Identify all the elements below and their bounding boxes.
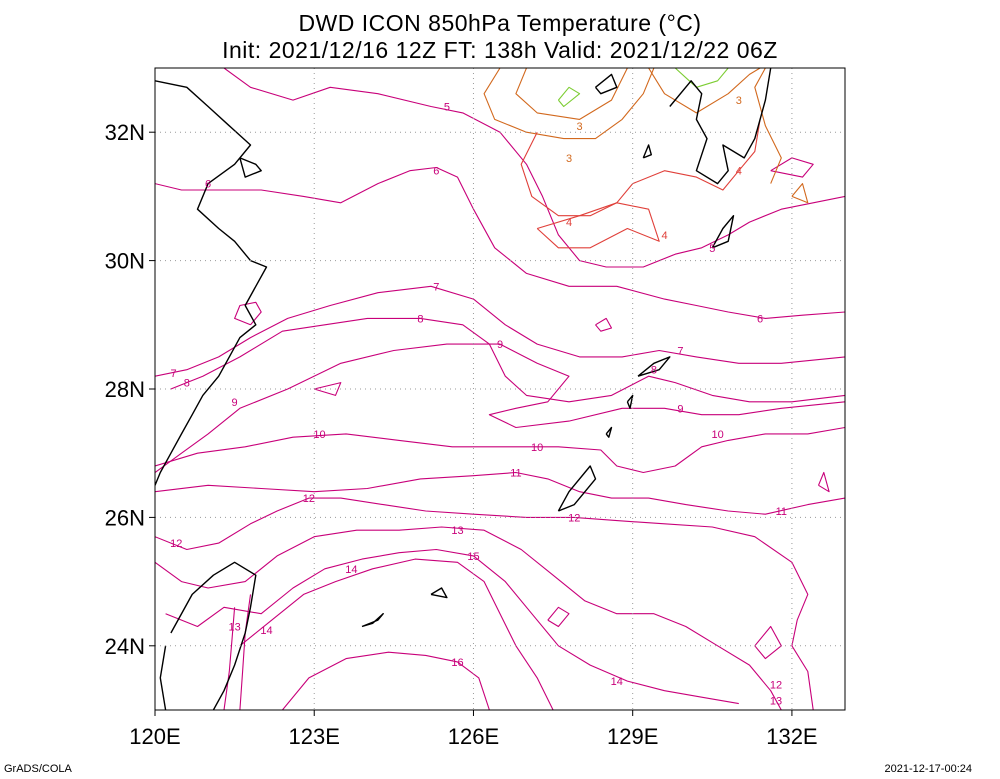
lat-tick-label: 30N <box>105 249 145 274</box>
isotherm-14-taiwan <box>239 594 252 710</box>
lat-tick-label: 24N <box>105 634 145 659</box>
contour-label: 10 <box>531 442 543 454</box>
island-coastline <box>605 426 613 438</box>
contour-label: 13 <box>228 622 240 634</box>
isotherm-1 <box>674 68 729 88</box>
contour-label: 7 <box>677 345 683 357</box>
taiwan-coastline <box>170 561 257 710</box>
isotherm-loop <box>817 471 830 493</box>
axis-ticks: 120E 123E 126E 129E 132E 32N 30N 28N 26N 24N <box>105 120 818 749</box>
contour-label: 9 <box>677 403 683 415</box>
isotherm-15 <box>239 558 554 710</box>
isotherm-loop <box>547 606 570 628</box>
coastlines <box>155 68 772 710</box>
contour-label: 14 <box>345 564 357 576</box>
contour-label: 6 <box>205 179 211 191</box>
contour-label: 12 <box>303 493 315 505</box>
ishigaki-coastline <box>361 613 384 628</box>
contour-label: 9 <box>497 339 503 351</box>
miyako-coastline <box>430 587 448 599</box>
contour-label: 3 <box>566 153 572 165</box>
lat-tick-label: 26N <box>105 505 145 530</box>
isotherm-11 <box>155 471 845 515</box>
contour-label: 16 <box>451 657 463 669</box>
isotherm-3 <box>754 68 782 184</box>
isotherm-7 <box>155 285 845 377</box>
isotherm-2 <box>515 68 628 120</box>
contour-label: 5 <box>709 243 715 255</box>
island-coastline <box>239 157 262 178</box>
okinawa-coastline <box>557 465 597 512</box>
contour-label: 13 <box>451 525 463 537</box>
contour-label: 4 <box>736 166 742 178</box>
kyushu-coastline <box>669 68 772 185</box>
contour-label: 7 <box>171 368 177 380</box>
lon-tick-label: 132E <box>766 724 817 749</box>
koshiki-coastline <box>642 144 652 159</box>
contour-label: 11 <box>776 506 787 518</box>
chart-subtitle: Init: 2021/12/16 12Z FT: 138h Valid: 202… <box>222 37 778 63</box>
isotherm-4-loop <box>536 202 660 249</box>
lon-tick-label: 123E <box>289 724 340 749</box>
contour-label: 12 <box>170 538 182 550</box>
chart-title: DWD ICON 850hPa Temperature (°C) <box>298 10 702 36</box>
isotherm-16 <box>281 651 490 710</box>
isotherm-14 <box>165 548 739 705</box>
isotherm-3 <box>483 68 655 140</box>
lon-tick-label: 129E <box>607 724 658 749</box>
isotherm-13-taiwan <box>223 607 236 710</box>
contour-label: 4 <box>566 217 572 229</box>
amami-coastline <box>637 356 671 377</box>
contour-labels: 5663334445768978789910101011121211131215… <box>170 95 787 707</box>
contour-label: 5 <box>444 102 450 114</box>
isotherm-loop <box>314 382 342 396</box>
contour-label: 6 <box>757 313 763 325</box>
tanegashima-coastline <box>711 215 735 249</box>
china-coastline <box>155 80 268 486</box>
isotherm-1-loop <box>557 86 581 108</box>
lat-tick-label: 32N <box>105 120 145 145</box>
contour-label: 3 <box>577 121 583 133</box>
contour-label: 13 <box>770 695 782 707</box>
contour-label: 9 <box>232 397 238 409</box>
taiwan-coastline <box>159 645 167 710</box>
contour-label: 7 <box>433 281 439 293</box>
contour-label: 4 <box>661 230 667 242</box>
lon-tick-label: 120E <box>129 724 180 749</box>
contour-label: 15 <box>467 551 479 563</box>
isotherm-6 <box>155 166 845 319</box>
contour-label: 14 <box>611 676 623 688</box>
contour-label: 8 <box>651 365 657 377</box>
contour-label: 11 <box>510 467 521 479</box>
footer-credit: GrADS/COLA <box>4 763 72 775</box>
contour-label: 6 <box>433 166 439 178</box>
gridlines <box>155 68 845 710</box>
isotherm-loop <box>754 625 782 660</box>
isotherm-loop <box>770 157 814 178</box>
footer-timestamp: 2021-12-17-00:24 <box>884 763 972 775</box>
isotherm-13 <box>155 526 782 710</box>
lat-tick-label: 28N <box>105 377 145 402</box>
contour-label: 12 <box>770 679 782 691</box>
island-coastline <box>626 394 634 409</box>
contour-label: 14 <box>260 625 272 637</box>
contour-label: 10 <box>711 429 723 441</box>
isotherm-9 <box>155 343 845 473</box>
isotherm-3 <box>648 68 761 114</box>
lon-tick-label: 126E <box>448 724 499 749</box>
isotherm-8 <box>170 317 845 403</box>
isotherm-loop <box>234 301 262 326</box>
contour-label: 10 <box>313 429 325 441</box>
isotherm-loop <box>595 317 613 332</box>
contour-label: 12 <box>568 512 580 524</box>
isotherm-10 <box>155 426 845 474</box>
contour-label: 8 <box>184 378 190 390</box>
contour-label: 8 <box>417 313 423 325</box>
isotherm-5 <box>223 68 845 268</box>
contour-label: 3 <box>736 95 742 107</box>
isotherm-loop <box>791 183 809 204</box>
goto-coastline <box>594 73 618 95</box>
isotherm-4 <box>520 119 761 217</box>
